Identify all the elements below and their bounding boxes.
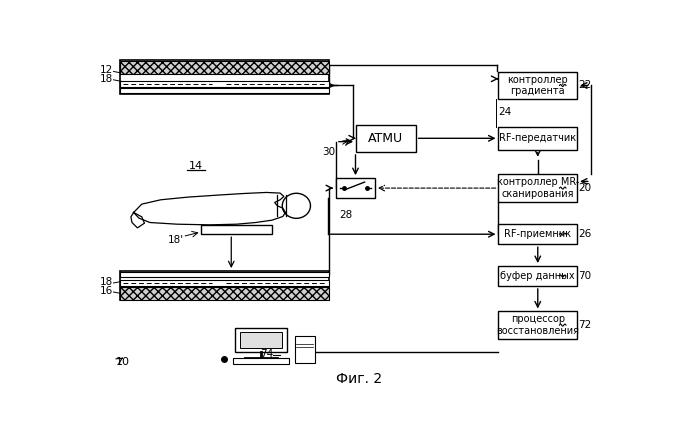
- Bar: [295, 336, 315, 363]
- Ellipse shape: [282, 193, 311, 218]
- Text: 24: 24: [498, 107, 512, 117]
- Text: контроллер MR-
сканирования: контроллер MR- сканирования: [496, 178, 579, 199]
- Text: 16: 16: [99, 286, 113, 296]
- Bar: [120, 280, 329, 286]
- Text: ATMU: ATMU: [368, 132, 403, 145]
- Text: 14: 14: [189, 161, 203, 171]
- Bar: [120, 272, 329, 277]
- Text: 18: 18: [99, 74, 113, 84]
- Bar: [498, 174, 577, 202]
- Text: буфер данных: буфер данных: [500, 271, 575, 281]
- Bar: [233, 358, 289, 364]
- Text: 26: 26: [578, 229, 592, 239]
- Bar: [498, 224, 577, 244]
- Polygon shape: [134, 192, 286, 225]
- Polygon shape: [131, 213, 144, 228]
- Bar: [498, 312, 577, 339]
- Bar: [120, 81, 329, 86]
- Bar: [356, 125, 416, 152]
- Text: 74: 74: [260, 349, 273, 358]
- Text: 28: 28: [339, 210, 352, 220]
- Bar: [498, 127, 577, 150]
- Bar: [235, 328, 287, 352]
- Text: 12: 12: [99, 66, 113, 76]
- Polygon shape: [277, 195, 286, 217]
- Bar: [202, 225, 272, 234]
- Text: 22: 22: [578, 80, 592, 91]
- Text: 20: 20: [578, 183, 592, 193]
- Bar: [120, 287, 329, 300]
- Bar: [120, 60, 329, 94]
- Bar: [120, 61, 329, 75]
- Bar: [120, 271, 329, 300]
- Text: 70: 70: [578, 271, 592, 281]
- Text: 30: 30: [322, 147, 335, 158]
- Text: 10: 10: [116, 357, 130, 367]
- Text: контроллер
градиента: контроллер градиента: [508, 75, 568, 96]
- Text: Фиг. 2: Фиг. 2: [336, 372, 382, 386]
- Text: 18: 18: [99, 277, 113, 287]
- Text: 72: 72: [578, 320, 592, 330]
- Bar: [498, 72, 577, 99]
- Bar: [336, 178, 375, 198]
- Text: 18': 18': [168, 235, 184, 245]
- Text: RF-приемник: RF-приемник: [504, 229, 571, 239]
- Text: процессор
восстановления: процессор восстановления: [496, 314, 580, 336]
- Bar: [120, 88, 329, 92]
- Text: RF-передатчик: RF-передатчик: [499, 133, 576, 143]
- Bar: [241, 332, 281, 349]
- Bar: [498, 266, 577, 286]
